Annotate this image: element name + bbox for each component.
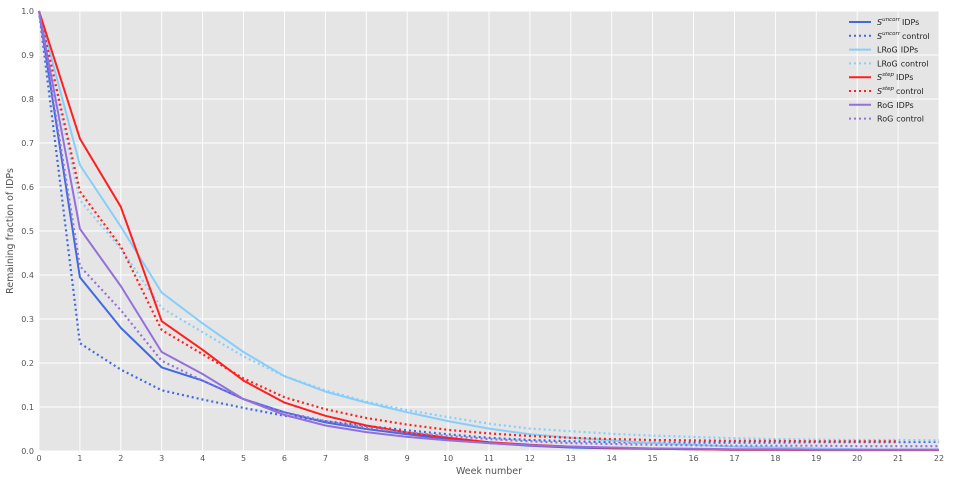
legend-label-base: S <box>877 87 882 96</box>
legend-label-base: S <box>877 73 882 82</box>
legend-label-rest: control <box>896 87 924 96</box>
legend-label-base: S <box>877 32 882 41</box>
legend-label-rest: IDPs <box>902 18 919 27</box>
y-tick-label: 1.0 <box>21 7 34 16</box>
legend-label-base: LRoG <box>877 59 898 68</box>
y-axis-label: Remaining fraction of IDPs <box>5 168 16 294</box>
series-line-1 <box>37 10 940 444</box>
x-tick-label: 6 <box>282 454 287 463</box>
legend-label-base: LRoG <box>877 46 898 55</box>
legend-label-rest: control <box>896 115 924 124</box>
legend-entry: LRoG control <box>877 59 928 68</box>
legend-label-base: S <box>877 18 882 27</box>
x-tick-label: 8 <box>364 454 369 463</box>
x-tick-label: 22 <box>934 454 944 463</box>
y-axis-ticks: 0.0 0.1 0.2 0.3 0.4 0.5 0.6 0.7 0.8 0.9 1.0 <box>21 7 34 456</box>
grid-lines <box>38 10 940 452</box>
x-tick-label: 7 <box>323 454 328 463</box>
legend-label-rest: control <box>901 59 929 68</box>
series-line-2 <box>38 10 940 452</box>
x-tick-label: 11 <box>484 454 494 463</box>
x-tick-label: 14 <box>607 454 617 463</box>
legend-label-sup: step <box>882 72 894 78</box>
y-tick-label: 0.7 <box>21 139 34 148</box>
x-tick-label: 10 <box>443 454 453 463</box>
series-lines <box>37 10 940 452</box>
y-tick-label: 0.8 <box>21 95 34 104</box>
x-tick-label: 17 <box>729 454 739 463</box>
x-tick-label: 12 <box>525 454 535 463</box>
y-tick-label: 0.6 <box>21 183 34 192</box>
series-line-6 <box>38 10 939 451</box>
x-tick-label: 2 <box>118 454 123 463</box>
x-tick-label: 18 <box>770 454 780 463</box>
y-tick-label: 0.2 <box>21 359 34 368</box>
legend-label-rest: IDPs <box>896 73 913 82</box>
legend-entry: RoG control <box>877 115 924 124</box>
x-tick-label: 21 <box>893 454 903 463</box>
legend-entry: RoG IDPs <box>877 101 914 110</box>
legend-label-base: RoG <box>877 115 893 124</box>
legend-label-sup: uncorr <box>882 17 901 23</box>
x-axis-ticks: 0 1 2 3 4 5 6 7 8 9 10 11 12 13 14 15 16 17 18 19 20 21 22 <box>36 454 944 463</box>
x-tick-label: 9 <box>405 454 410 463</box>
series-line-5 <box>37 10 899 443</box>
x-tick-label: 5 <box>241 454 246 463</box>
legend-label-rest: IDPs <box>896 101 913 110</box>
x-tick-label: 1 <box>77 454 82 463</box>
x-tick-label: 3 <box>159 454 164 463</box>
x-axis-label: Week number <box>456 466 522 477</box>
legend-entry: Suncorr IDPs <box>877 17 919 27</box>
x-tick-label: 4 <box>200 454 205 463</box>
legend-label-sup: uncorr <box>882 31 901 37</box>
series-line-3 <box>37 10 940 442</box>
x-tick-label: 16 <box>688 454 698 463</box>
y-tick-label: 0.4 <box>21 271 34 280</box>
legend-label-sup: step <box>882 86 894 92</box>
x-tick-label: 13 <box>566 454 576 463</box>
legend-entry: LRoG IDPs <box>877 46 918 55</box>
legend-label-rest: control <box>902 32 930 41</box>
y-tick-label: 0.3 <box>21 315 34 324</box>
x-tick-label: 0 <box>36 454 41 463</box>
x-tick-label: 15 <box>648 454 658 463</box>
legend-entry: Suncorr control <box>877 31 930 41</box>
legend-label-base: RoG <box>877 101 893 110</box>
legend-entry: Sstep control <box>877 86 924 96</box>
legend-label-rest: IDPs <box>901 46 918 55</box>
y-tick-label: 0.1 <box>21 403 34 412</box>
legend-entry: Sstep IDPs <box>877 72 913 82</box>
y-tick-label: 0.5 <box>21 227 34 236</box>
y-tick-label: 0.0 <box>21 447 34 456</box>
x-tick-label: 20 <box>852 454 862 463</box>
x-tick-label: 19 <box>811 454 821 463</box>
y-tick-label: 0.9 <box>21 51 34 60</box>
